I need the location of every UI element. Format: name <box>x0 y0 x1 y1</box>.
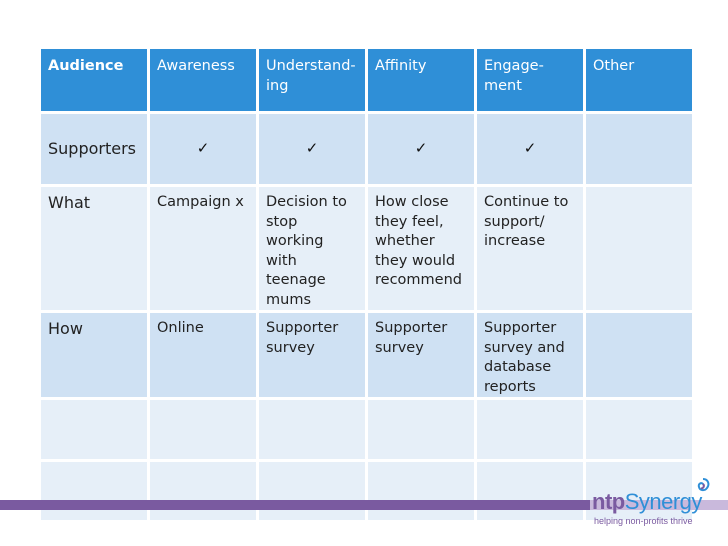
table-cell: Online <box>150 313 256 397</box>
table-cell <box>368 462 474 520</box>
header-engagement: Engage-ment <box>477 49 583 111</box>
table-row-empty <box>41 400 692 459</box>
table-cell: Supporter survey <box>259 313 365 397</box>
table-cell: Continue to support/ increase <box>477 187 583 310</box>
table-cell <box>477 400 583 459</box>
logo-wordmark: ntpSynergy <box>592 489 702 515</box>
check-icon: ✓ <box>368 114 474 184</box>
table-row-how: How Online Supporter survey Supporter su… <box>41 313 692 397</box>
table-cell: Supporter survey <box>368 313 474 397</box>
audience-table: Audience Awareness Understand-ing Affini… <box>38 46 695 523</box>
row-label <box>41 400 147 459</box>
table-header-row: Audience Awareness Understand-ing Affini… <box>41 49 692 111</box>
table-cell: Decision to stop working with teenage mu… <box>259 187 365 310</box>
table-cell <box>477 462 583 520</box>
table-cell: How close they feel, whether they would … <box>368 187 474 310</box>
table-cell <box>586 313 692 397</box>
header-audience: Audience <box>41 49 147 111</box>
table-cell <box>259 400 365 459</box>
footer-bar <box>0 500 728 510</box>
check-icon: ✓ <box>477 114 583 184</box>
header-awareness: Awareness <box>150 49 256 111</box>
table-row-supporters: Supporters ✓ ✓ ✓ ✓ <box>41 114 692 184</box>
logo-synergy: Synergy <box>624 489 703 514</box>
check-icon: ✓ <box>150 114 256 184</box>
logo-tagline: helping non-profits thrive <box>594 516 693 526</box>
header-affinity: Affinity <box>368 49 474 111</box>
swirl-icon <box>697 478 710 492</box>
table-cell: Supporter survey and database reports <box>477 313 583 397</box>
row-label: Supporters <box>41 114 147 184</box>
table-cell <box>586 114 692 184</box>
header-understanding: Understand-ing <box>259 49 365 111</box>
table-cell <box>150 400 256 459</box>
footer-bar-lavender <box>590 500 728 510</box>
row-label: What <box>41 187 147 310</box>
table-cell <box>368 400 474 459</box>
row-label <box>41 462 147 520</box>
table-row-empty <box>41 462 692 520</box>
table-cell <box>150 462 256 520</box>
row-label: How <box>41 313 147 397</box>
table-row-what: What Campaign x Decision to stop working… <box>41 187 692 310</box>
footer-bar-purple <box>0 500 590 510</box>
table-cell <box>259 462 365 520</box>
table-cell <box>586 400 692 459</box>
logo-ntp: ntp <box>592 489 625 514</box>
check-icon: ✓ <box>259 114 365 184</box>
ntpsynergy-logo: ntpSynergy helping non-profits thrive <box>592 478 712 537</box>
table-cell: Campaign x <box>150 187 256 310</box>
header-other: Other <box>586 49 692 111</box>
table-cell <box>586 462 692 520</box>
table-cell <box>586 187 692 310</box>
